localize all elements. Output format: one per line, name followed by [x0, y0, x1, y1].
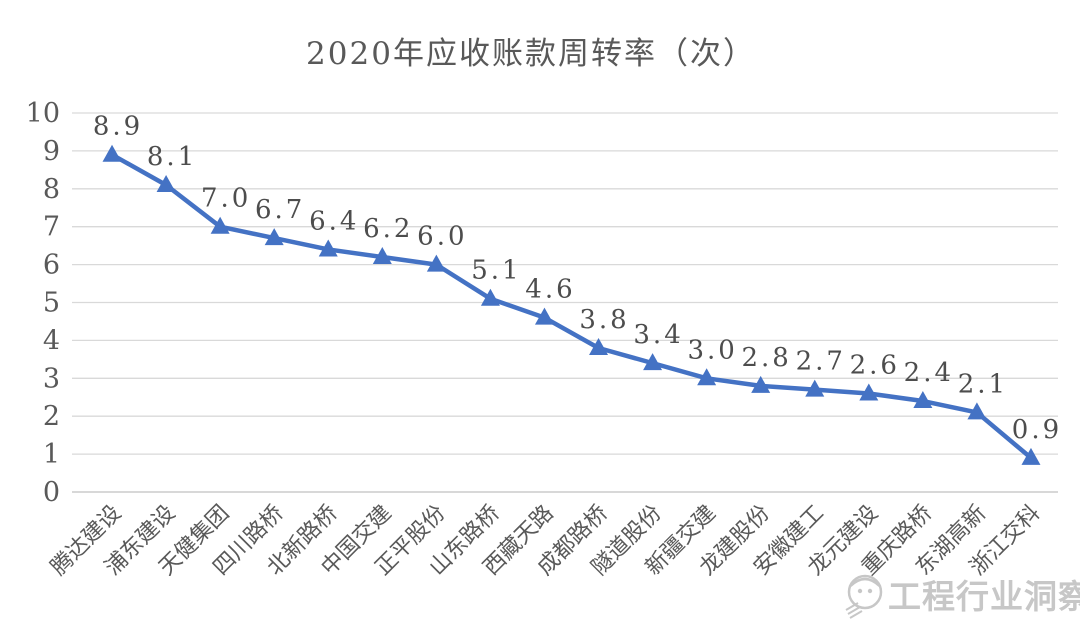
data-point-marker [318, 239, 338, 257]
y-axis-tick-label: 6 [43, 250, 60, 281]
data-label: 2.8 [742, 343, 792, 373]
y-axis-tick-label: 0 [43, 477, 60, 508]
y-axis-tick-label: 4 [43, 325, 60, 356]
data-point-marker [102, 144, 122, 162]
series-line [109, 152, 1034, 461]
data-point-marker [480, 288, 500, 306]
data-label: 8.1 [147, 142, 197, 172]
data-label: 6.4 [309, 206, 359, 236]
chart-title: 2020年应收账款周转率（次） [306, 36, 756, 72]
data-point-marker [426, 254, 446, 272]
data-label: 8.9 [93, 112, 143, 142]
data-point-marker [859, 383, 879, 401]
y-axis-tick-label: 9 [43, 136, 60, 167]
data-point-marker [156, 175, 176, 193]
data-label: 3.4 [633, 320, 683, 350]
data-point-marker [751, 375, 771, 393]
y-axis-tick-label: 3 [43, 363, 60, 394]
data-point-marker [1021, 447, 1041, 465]
data-label: 3.8 [579, 305, 629, 335]
data-label: 3.0 [687, 335, 737, 365]
y-axis-tick-label: 2 [43, 401, 60, 432]
data-label: 0.9 [1012, 415, 1062, 445]
y-axis-tick-label: 8 [43, 174, 60, 205]
data-point-marker [697, 368, 717, 386]
data-point-marker [913, 391, 933, 409]
y-axis-tick-label: 7 [43, 212, 60, 243]
data-point-marker [967, 402, 987, 420]
data-point-marker [264, 228, 284, 246]
data-point-marker [589, 337, 609, 355]
data-point-marker [534, 307, 554, 325]
data-label: 5.1 [471, 256, 521, 286]
data-point-marker [372, 247, 392, 265]
data-point-marker [210, 216, 230, 234]
data-label: 4.6 [525, 275, 575, 305]
data-label: 6.0 [417, 222, 467, 252]
data-point-marker [805, 379, 825, 397]
data-label: 2.6 [850, 350, 900, 380]
y-axis-tick-label: 5 [43, 288, 60, 319]
data-label: 2.7 [796, 347, 846, 377]
y-axis-tick-label: 10 [26, 98, 60, 129]
data-label: 2.4 [904, 358, 954, 388]
data-label: 7.0 [201, 184, 251, 214]
data-label: 6.7 [255, 195, 305, 225]
data-point-marker [643, 353, 663, 371]
data-label: 2.1 [958, 369, 1008, 399]
data-label: 6.2 [363, 214, 413, 244]
y-axis-tick-label: 1 [43, 439, 60, 470]
